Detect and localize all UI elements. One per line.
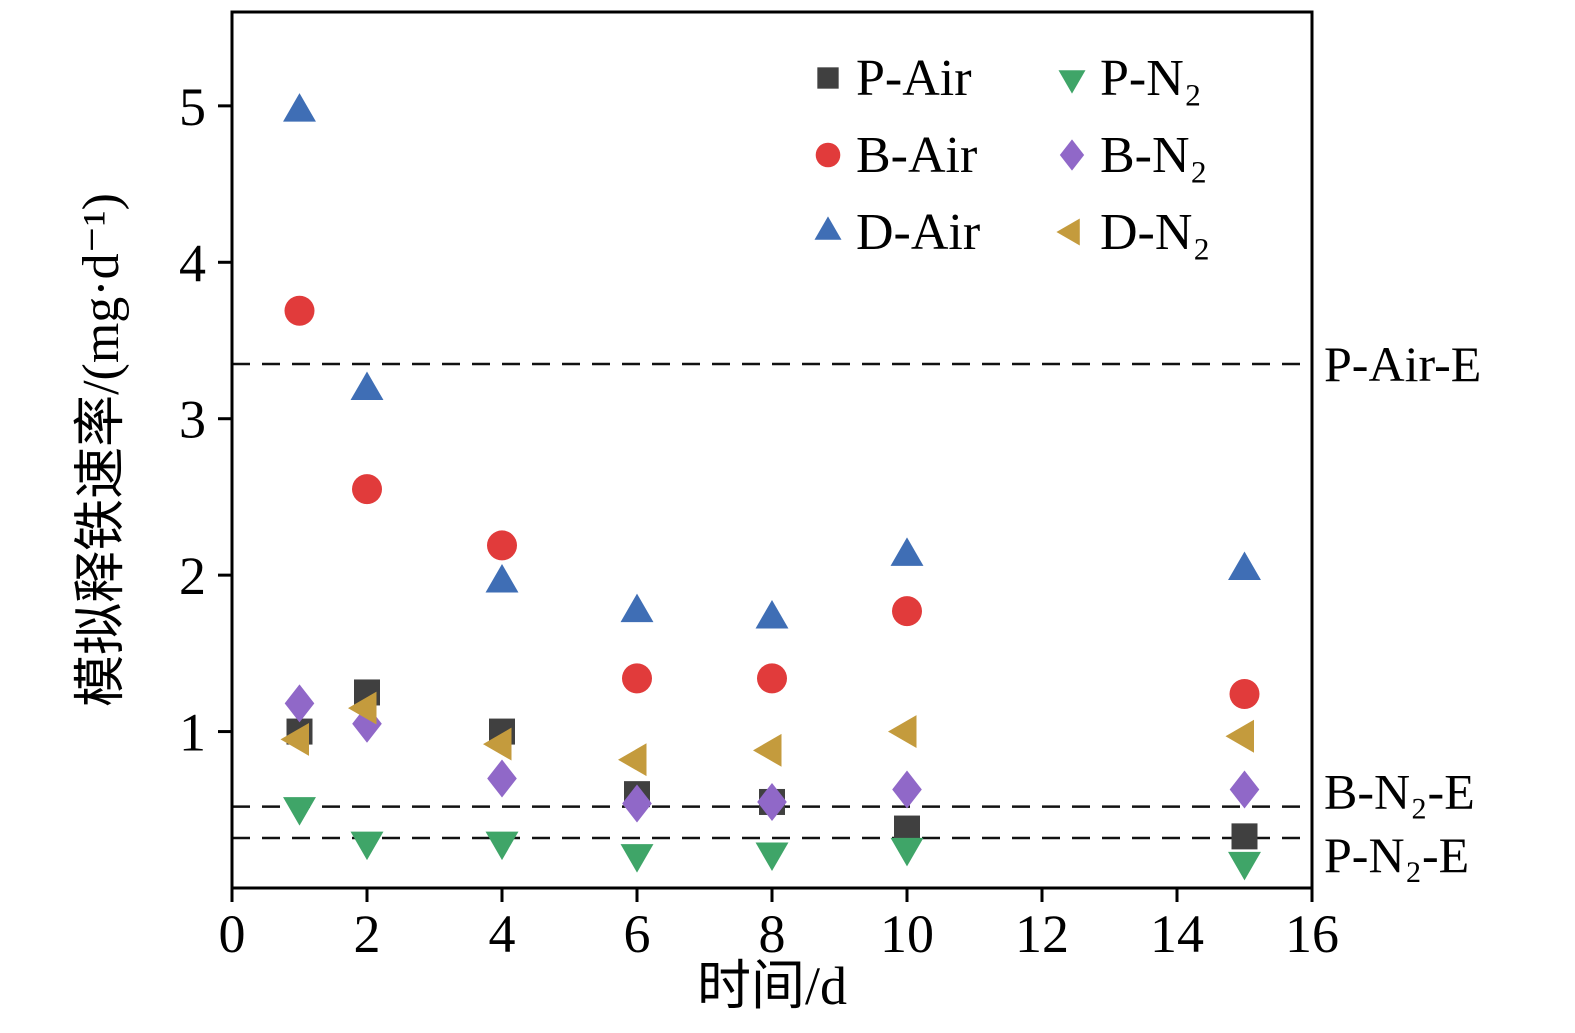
legend-marker xyxy=(1058,70,1086,94)
data-point xyxy=(348,691,377,725)
data-point xyxy=(622,663,652,694)
data-point xyxy=(755,842,789,872)
data-point xyxy=(753,733,782,767)
data-point xyxy=(485,563,519,593)
legend-marker xyxy=(1059,139,1085,171)
legend-marker xyxy=(814,216,842,240)
data-point xyxy=(1228,551,1261,580)
y-tick-label: 3 xyxy=(179,390,206,450)
legend-label: P-Air xyxy=(856,50,972,107)
data-point xyxy=(888,715,917,749)
data-point xyxy=(1231,823,1258,850)
x-tick-label: 4 xyxy=(489,904,516,964)
x-tick-label: 12 xyxy=(1015,904,1069,964)
reference-line-label: P-Air-E xyxy=(1324,336,1481,392)
data-point xyxy=(485,831,519,861)
y-tick-label: 5 xyxy=(179,77,206,137)
legend-label: B-Air xyxy=(856,127,977,184)
data-point xyxy=(487,759,517,798)
data-point xyxy=(892,596,922,627)
data-point xyxy=(890,537,924,566)
data-point xyxy=(890,837,924,867)
data-point xyxy=(757,663,787,694)
data-point xyxy=(1229,679,1260,710)
data-point xyxy=(892,770,922,809)
y-axis-label: 模拟释铁速率/(mg·d⁻¹) xyxy=(73,193,130,707)
data-point xyxy=(283,797,316,826)
data-point xyxy=(757,782,787,821)
y-tick-label: 4 xyxy=(179,233,206,293)
data-point xyxy=(618,743,647,777)
x-axis-label: 时间/d xyxy=(697,956,847,1016)
data-point xyxy=(755,599,789,629)
data-point xyxy=(280,722,309,756)
x-tick-label: 16 xyxy=(1285,904,1339,964)
data-point xyxy=(1229,770,1260,809)
legend-label: D-Air xyxy=(856,204,980,261)
x-tick-label: 0 xyxy=(219,904,246,964)
legend-marker xyxy=(817,67,839,89)
y-tick-label: 2 xyxy=(179,546,206,606)
data-point xyxy=(352,474,382,505)
data-point xyxy=(350,371,384,401)
x-tick-label: 14 xyxy=(1150,904,1204,964)
data-point xyxy=(622,784,652,823)
data-point xyxy=(894,815,920,842)
y-tick-label: 1 xyxy=(179,703,206,763)
x-tick-label: 10 xyxy=(880,904,934,964)
data-point xyxy=(350,831,384,861)
data-point xyxy=(487,530,517,561)
data-point xyxy=(620,844,654,873)
data-point xyxy=(1228,851,1261,881)
data-point xyxy=(483,727,512,761)
legend-label: B-N₂ xyxy=(1100,127,1208,184)
x-tick-label: 8 xyxy=(759,904,786,964)
legend-label: P-N₂ xyxy=(1100,50,1202,107)
data-point xyxy=(284,684,315,723)
reference-line-label: P-N₂-E xyxy=(1324,827,1469,883)
legend-marker xyxy=(1056,218,1080,246)
reference-line-label: B-N₂-E xyxy=(1324,764,1475,820)
legend-marker xyxy=(815,142,841,168)
legend-label: D-N₂ xyxy=(1100,204,1211,261)
x-tick-label: 2 xyxy=(354,904,381,964)
data-point xyxy=(1225,719,1254,753)
x-tick-label: 6 xyxy=(624,904,651,964)
data-point xyxy=(284,295,315,326)
data-point xyxy=(283,93,316,122)
data-point xyxy=(620,593,654,623)
